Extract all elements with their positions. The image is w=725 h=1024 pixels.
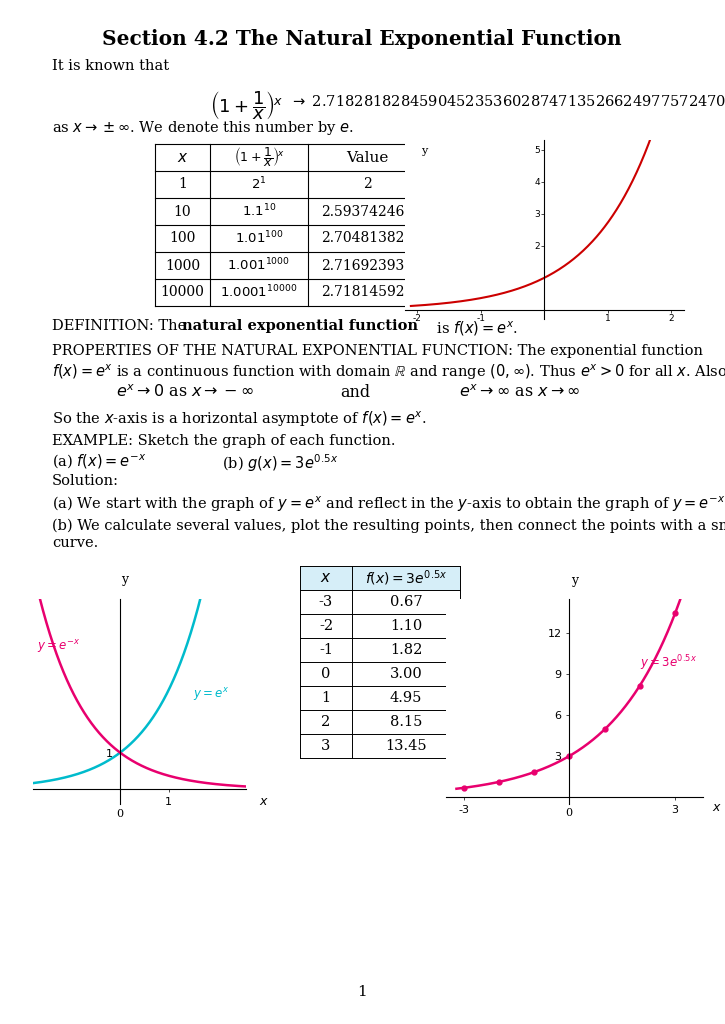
Text: y: y	[120, 573, 128, 586]
Text: $x$: $x$	[320, 571, 332, 585]
Text: 1: 1	[321, 691, 331, 705]
Text: $\rightarrow\;$2.71828182845904523536028747135266249775724709036...: $\rightarrow\;$2.71828182845904523536028…	[290, 94, 725, 109]
Text: as $x \rightarrow \pm\infty$. We denote this number by $e$.: as $x \rightarrow \pm\infty$. We denote …	[52, 119, 354, 137]
Text: Solution:: Solution:	[52, 474, 119, 488]
Text: (a) We start with the graph of $y = e^x$ and reflect in the $y$-axis to obtain t: (a) We start with the graph of $y = e^x$…	[52, 494, 725, 514]
Text: 2: 2	[321, 715, 331, 729]
Text: 3.00: 3.00	[389, 667, 423, 681]
Bar	[300, 566, 460, 590]
Text: $1.0001^{10000}$: $1.0001^{10000}$	[220, 285, 298, 301]
Text: 100: 100	[170, 231, 196, 246]
Text: 2.718145927: 2.718145927	[320, 286, 413, 299]
Text: -1: -1	[319, 643, 333, 657]
Text: y: y	[421, 145, 428, 156]
Text: 1: 1	[178, 177, 187, 191]
Text: $1.1^{10}$: $1.1^{10}$	[242, 203, 276, 220]
Text: natural exponential function: natural exponential function	[182, 319, 418, 333]
Text: DEFINITION: The: DEFINITION: The	[52, 319, 191, 333]
Text: 2.716923932: 2.716923932	[321, 258, 413, 272]
Text: $e^x \rightarrow \infty$ as $x \rightarrow \infty$: $e^x \rightarrow \infty$ as $x \rightarr…	[460, 384, 581, 401]
Text: 2: 2	[362, 177, 371, 191]
Text: $x$: $x$	[177, 151, 189, 165]
Text: $\left(1 + \dfrac{1}{x}\right)^{\!x}$: $\left(1 + \dfrac{1}{x}\right)^{\!x}$	[210, 89, 283, 122]
Text: $1.001^{1000}$: $1.001^{1000}$	[228, 257, 291, 273]
Text: 10000: 10000	[160, 286, 204, 299]
Text: (b) $g(x) = 3e^{0.5x}$: (b) $g(x) = 3e^{0.5x}$	[222, 452, 338, 474]
Text: 4.95: 4.95	[390, 691, 422, 705]
Text: is $f(x) = e^x$.: is $f(x) = e^x$.	[432, 319, 518, 338]
Text: 13.45: 13.45	[385, 739, 427, 753]
Text: $f(x) = e^x$ is a continuous function with domain $\mathbb{R}$ and range $(0, \i: $f(x) = e^x$ is a continuous function wi…	[52, 362, 725, 382]
Text: 1: 1	[357, 985, 367, 999]
Text: 1.10: 1.10	[390, 618, 422, 633]
Text: 0: 0	[566, 808, 573, 818]
Text: EXAMPLE: Sketch the graph of each function.: EXAMPLE: Sketch the graph of each functi…	[52, 434, 396, 449]
Text: curve.: curve.	[52, 536, 99, 550]
Text: $x$: $x$	[259, 795, 268, 808]
Text: 3: 3	[321, 739, 331, 753]
Text: 0: 0	[321, 667, 331, 681]
Text: 1000: 1000	[165, 258, 200, 272]
Text: $\left(1+\dfrac{1}{x}\right)^{\!x}$: $\left(1+\dfrac{1}{x}\right)^{\!x}$	[233, 145, 284, 169]
Text: -3: -3	[319, 595, 333, 609]
Text: $x$: $x$	[712, 801, 722, 814]
Text: $2^1$: $2^1$	[252, 176, 267, 193]
Text: So the $x$-axis is a horizontal asymptote of $f(x) = e^x$.: So the $x$-axis is a horizontal asymptot…	[52, 409, 426, 429]
Text: 0: 0	[117, 809, 124, 819]
Text: y: y	[571, 573, 578, 587]
Text: PROPERTIES OF THE NATURAL EXPONENTIAL FUNCTION: The exponential function: PROPERTIES OF THE NATURAL EXPONENTIAL FU…	[52, 344, 703, 358]
Text: and: and	[340, 384, 370, 401]
Text: $y = 3e^{0.5x}$: $y = 3e^{0.5x}$	[639, 653, 697, 673]
Text: $f(x) = 3e^{0.5x}$: $f(x) = 3e^{0.5x}$	[365, 568, 447, 588]
Text: $1.01^{100}$: $1.01^{100}$	[235, 230, 283, 247]
Text: 2.704813829: 2.704813829	[321, 231, 413, 246]
Text: (b) We calculate several values, plot the resulting points, then connect the poi: (b) We calculate several values, plot th…	[52, 519, 725, 534]
Text: $y = e^{x}$: $y = e^{x}$	[193, 686, 229, 702]
Text: 2.593742460: 2.593742460	[321, 205, 413, 218]
Text: It is known that: It is known that	[52, 59, 169, 73]
Text: 8.15: 8.15	[390, 715, 422, 729]
Text: (a) $f(x) = e^{-x}$: (a) $f(x) = e^{-x}$	[52, 452, 146, 471]
Text: 0.67: 0.67	[389, 595, 422, 609]
Text: 1.82: 1.82	[390, 643, 422, 657]
Text: $y = e^{-x}$: $y = e^{-x}$	[38, 638, 80, 655]
Text: Section 4.2 The Natural Exponential Function: Section 4.2 The Natural Exponential Func…	[102, 29, 622, 49]
Text: 10: 10	[174, 205, 191, 218]
Text: -2: -2	[319, 618, 333, 633]
Text: Value: Value	[346, 151, 388, 165]
Text: $e^x \rightarrow 0$ as $x \rightarrow -\infty$: $e^x \rightarrow 0$ as $x \rightarrow -\…	[116, 384, 254, 401]
